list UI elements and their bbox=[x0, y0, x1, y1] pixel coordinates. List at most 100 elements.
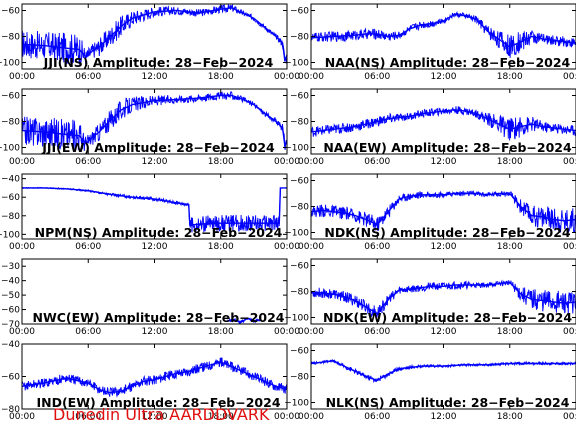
y-tick-label: −60 bbox=[290, 7, 309, 17]
x-tick-label: 00:00 bbox=[563, 242, 576, 252]
x-tick-label: 06:00 bbox=[75, 157, 101, 167]
x-tick-label: 18:00 bbox=[208, 412, 234, 422]
y-tick-label: −80 bbox=[290, 118, 309, 128]
y-tick-label: −40 bbox=[1, 340, 20, 350]
x-tick-label: 00:00 bbox=[563, 327, 576, 337]
trace-line bbox=[22, 4, 287, 66]
panel-title: NPM(NS) Amplitude: 28−Feb−2024 bbox=[35, 225, 283, 240]
y-tick-label: −60 bbox=[1, 193, 20, 203]
y-tick-label: −80 bbox=[1, 212, 20, 222]
trace-group bbox=[22, 357, 287, 398]
x-tick-label: 06:00 bbox=[75, 72, 101, 82]
x-tick-label: 12:00 bbox=[431, 412, 457, 422]
y-tick-label: −80 bbox=[290, 203, 309, 213]
x-tick-label: 18:00 bbox=[497, 72, 523, 82]
x-tick-label: 00:00 bbox=[274, 327, 300, 337]
x-tick-label: 12:00 bbox=[142, 242, 168, 252]
y-tick-label: −100 bbox=[284, 229, 309, 239]
trace-line bbox=[22, 357, 287, 398]
x-tick-label: 12:00 bbox=[142, 412, 168, 422]
panel-title: NAA(EW) Amplitude: 28−Feb−2024 bbox=[323, 140, 572, 155]
chart-panel: 00:00 06:00 12:00 18:00 00:00 −100 −80 −60 NDK(N… bbox=[284, 173, 576, 252]
y-tick-label: −40 bbox=[1, 175, 20, 185]
x-tick-label: 18:00 bbox=[497, 242, 523, 252]
chart-panel: 00:00 06:00 12:00 18:00 00:00−70−60−50−40−30… bbox=[1, 258, 300, 337]
y-tick-label: −60 bbox=[290, 347, 309, 357]
x-tick-label: 06:00 bbox=[75, 242, 101, 252]
y-tick-label: −60 bbox=[1, 7, 20, 17]
x-tick-label: 06:00 bbox=[364, 157, 390, 167]
x-tick-label: 12:00 bbox=[431, 327, 457, 337]
x-tick-label: 00:00 bbox=[9, 327, 35, 337]
x-tick-label: 00:00 bbox=[274, 412, 300, 422]
y-tick-label: −80 bbox=[1, 405, 20, 415]
x-tick-label: 06:00 bbox=[364, 327, 390, 337]
y-tick-label: −80 bbox=[290, 33, 309, 43]
y-tick-label: −100 bbox=[284, 59, 309, 69]
y-tick-label: −40 bbox=[1, 277, 20, 287]
x-tick-label: 06:00 bbox=[364, 242, 390, 252]
y-tick-label: −100 bbox=[0, 59, 20, 69]
y-tick-label: −100 bbox=[284, 399, 309, 409]
chart-panel: 00:00 06:00 12:00 18:00 00:00 −100 −80 −60 NLK(N… bbox=[284, 343, 576, 422]
trace-mean bbox=[22, 187, 287, 226]
trace-group bbox=[311, 190, 576, 234]
y-tick-label: −100 bbox=[284, 144, 309, 154]
y-tick-label: −60 bbox=[1, 373, 20, 383]
panel-title: NLK(NS) Amplitude: 28−Feb−2024 bbox=[326, 395, 570, 410]
trace-mean bbox=[311, 360, 576, 382]
x-tick-label: 00:00 bbox=[298, 157, 324, 167]
trace-mean bbox=[311, 192, 576, 226]
y-tick-label: −30 bbox=[1, 262, 20, 272]
trace-mean bbox=[22, 361, 287, 394]
x-tick-label: 18:00 bbox=[497, 157, 523, 167]
trace-group bbox=[22, 91, 287, 152]
y-tick-label: −60 bbox=[290, 262, 309, 272]
x-tick-label: 00:00 bbox=[9, 412, 35, 422]
y-tick-label: −50 bbox=[1, 291, 20, 301]
trace-mean bbox=[311, 13, 576, 48]
x-tick-label: 12:00 bbox=[142, 327, 168, 337]
trace-mean bbox=[227, 317, 261, 324]
x-tick-label: 12:00 bbox=[142, 157, 168, 167]
x-tick-label: 00:00 bbox=[298, 72, 324, 82]
x-tick-label: 00:00 bbox=[274, 242, 300, 252]
x-tick-label: 00:00 bbox=[298, 412, 324, 422]
panel-title: JJI(NS) Amplitude: 28−Feb−2024 bbox=[43, 55, 274, 70]
x-tick-label: 12:00 bbox=[142, 72, 168, 82]
panel-title: NDK(NS) Amplitude: 28−Feb−2024 bbox=[324, 225, 571, 240]
x-tick-label: 18:00 bbox=[208, 72, 234, 82]
panel-title: NWC(EW) Amplitude: 28−Feb−2024 bbox=[33, 310, 285, 325]
chart-panel: 00:00 06:00 12:00 18:00 00:00 −100 −80 −60 −40 NP… bbox=[0, 173, 300, 252]
y-tick-label: −80 bbox=[1, 118, 20, 128]
trace-group bbox=[311, 106, 576, 141]
x-tick-label: 00:00 bbox=[274, 157, 300, 167]
x-tick-label: 06:00 bbox=[75, 412, 101, 422]
chart-panel: 00:00 06:00 12:00 18:00 00:00 −100 −80 −60 NAA(E… bbox=[284, 88, 576, 167]
y-tick-label: −100 bbox=[0, 230, 20, 240]
trace-line bbox=[311, 190, 576, 234]
y-tick-label: −60 bbox=[1, 92, 20, 102]
trace-mean bbox=[311, 281, 576, 315]
x-tick-label: 00:00 bbox=[9, 157, 35, 167]
y-tick-label: −70 bbox=[1, 320, 20, 330]
x-tick-label: 00:00 bbox=[563, 412, 576, 422]
y-tick-label: −60 bbox=[290, 92, 309, 102]
y-tick-label: −100 bbox=[284, 314, 309, 324]
x-tick-label: 00:00 bbox=[9, 242, 35, 252]
y-tick-label: −80 bbox=[290, 373, 309, 383]
chart-panel: 00:00 06:00 12:00 18:00 00:00 −100 −80 −60 NDK(E… bbox=[284, 258, 576, 337]
y-tick-label: −80 bbox=[290, 288, 309, 298]
x-tick-label: 00:00 bbox=[563, 72, 576, 82]
panel-title: IND(EW) Amplitude: 28−Feb−2024 bbox=[36, 395, 280, 410]
x-tick-label: 06:00 bbox=[75, 327, 101, 337]
y-tick-label: −60 bbox=[1, 306, 20, 316]
x-tick-label: 12:00 bbox=[431, 242, 457, 252]
panel-title: NAA(NS) Amplitude: 28−Feb−2024 bbox=[325, 55, 571, 70]
trace-group bbox=[311, 359, 576, 384]
x-tick-label: 06:00 bbox=[364, 72, 390, 82]
trace-mean bbox=[22, 94, 287, 148]
y-tick-label: −60 bbox=[290, 177, 309, 187]
trace-group bbox=[311, 279, 576, 318]
